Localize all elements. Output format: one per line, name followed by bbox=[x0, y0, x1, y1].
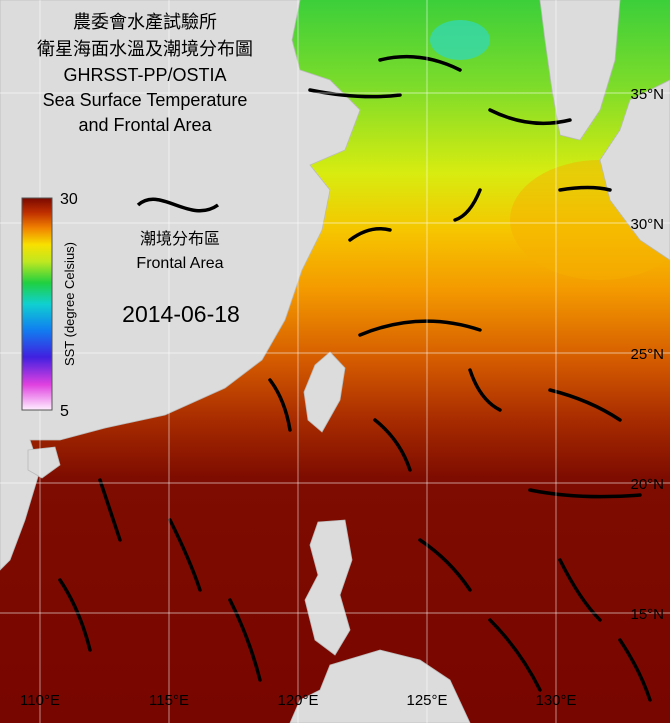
title-line: 衛星海面水溫及潮境分布圖 bbox=[37, 39, 253, 59]
lon-label: 110°E bbox=[20, 692, 60, 709]
land-japan bbox=[599, 79, 670, 261]
lat-label: 35°N bbox=[630, 86, 664, 103]
colorbar-tick-label: 30 bbox=[60, 191, 78, 208]
lon-label: 120°E bbox=[277, 692, 318, 709]
land-china bbox=[0, 0, 361, 571]
lon-label: 130°E bbox=[535, 692, 576, 709]
colorbar bbox=[21, 197, 53, 411]
cold-patch bbox=[430, 20, 490, 60]
lon-label: 125°E bbox=[406, 692, 447, 709]
lat-label: 20°N bbox=[630, 476, 664, 493]
date: 2014-06-18 bbox=[122, 301, 240, 327]
lat-label: 25°N bbox=[630, 346, 664, 363]
colorbar-tick-label: 5 bbox=[60, 403, 69, 420]
title-line: 農委會水產試驗所 bbox=[73, 12, 217, 32]
land-korea bbox=[539, 0, 621, 141]
legend-symbol bbox=[136, 197, 220, 213]
legend-label: 潮境分布區 bbox=[140, 229, 220, 248]
lat-label: 15°N bbox=[630, 606, 664, 623]
title: 農委會水產試驗所 衛星海面水溫及潮境分布圖 GHRSST-PP/OSTIA Se… bbox=[37, 12, 253, 135]
legend-label: Frontal Area bbox=[136, 255, 223, 272]
title-line: Sea Surface Temperature bbox=[43, 90, 248, 110]
land-luzon bbox=[304, 519, 353, 656]
land-taiwan bbox=[303, 351, 346, 433]
title-line: and Frontal Area bbox=[78, 115, 212, 135]
lat-label: 30°N bbox=[630, 216, 664, 233]
title-line: GHRSST-PP/OSTIA bbox=[63, 65, 226, 85]
colorbar-label: SST (degree Celsius) bbox=[62, 242, 77, 366]
fronts bbox=[58, 54, 652, 702]
lon-label: 115°E bbox=[149, 692, 189, 709]
land-hainan bbox=[27, 446, 61, 479]
